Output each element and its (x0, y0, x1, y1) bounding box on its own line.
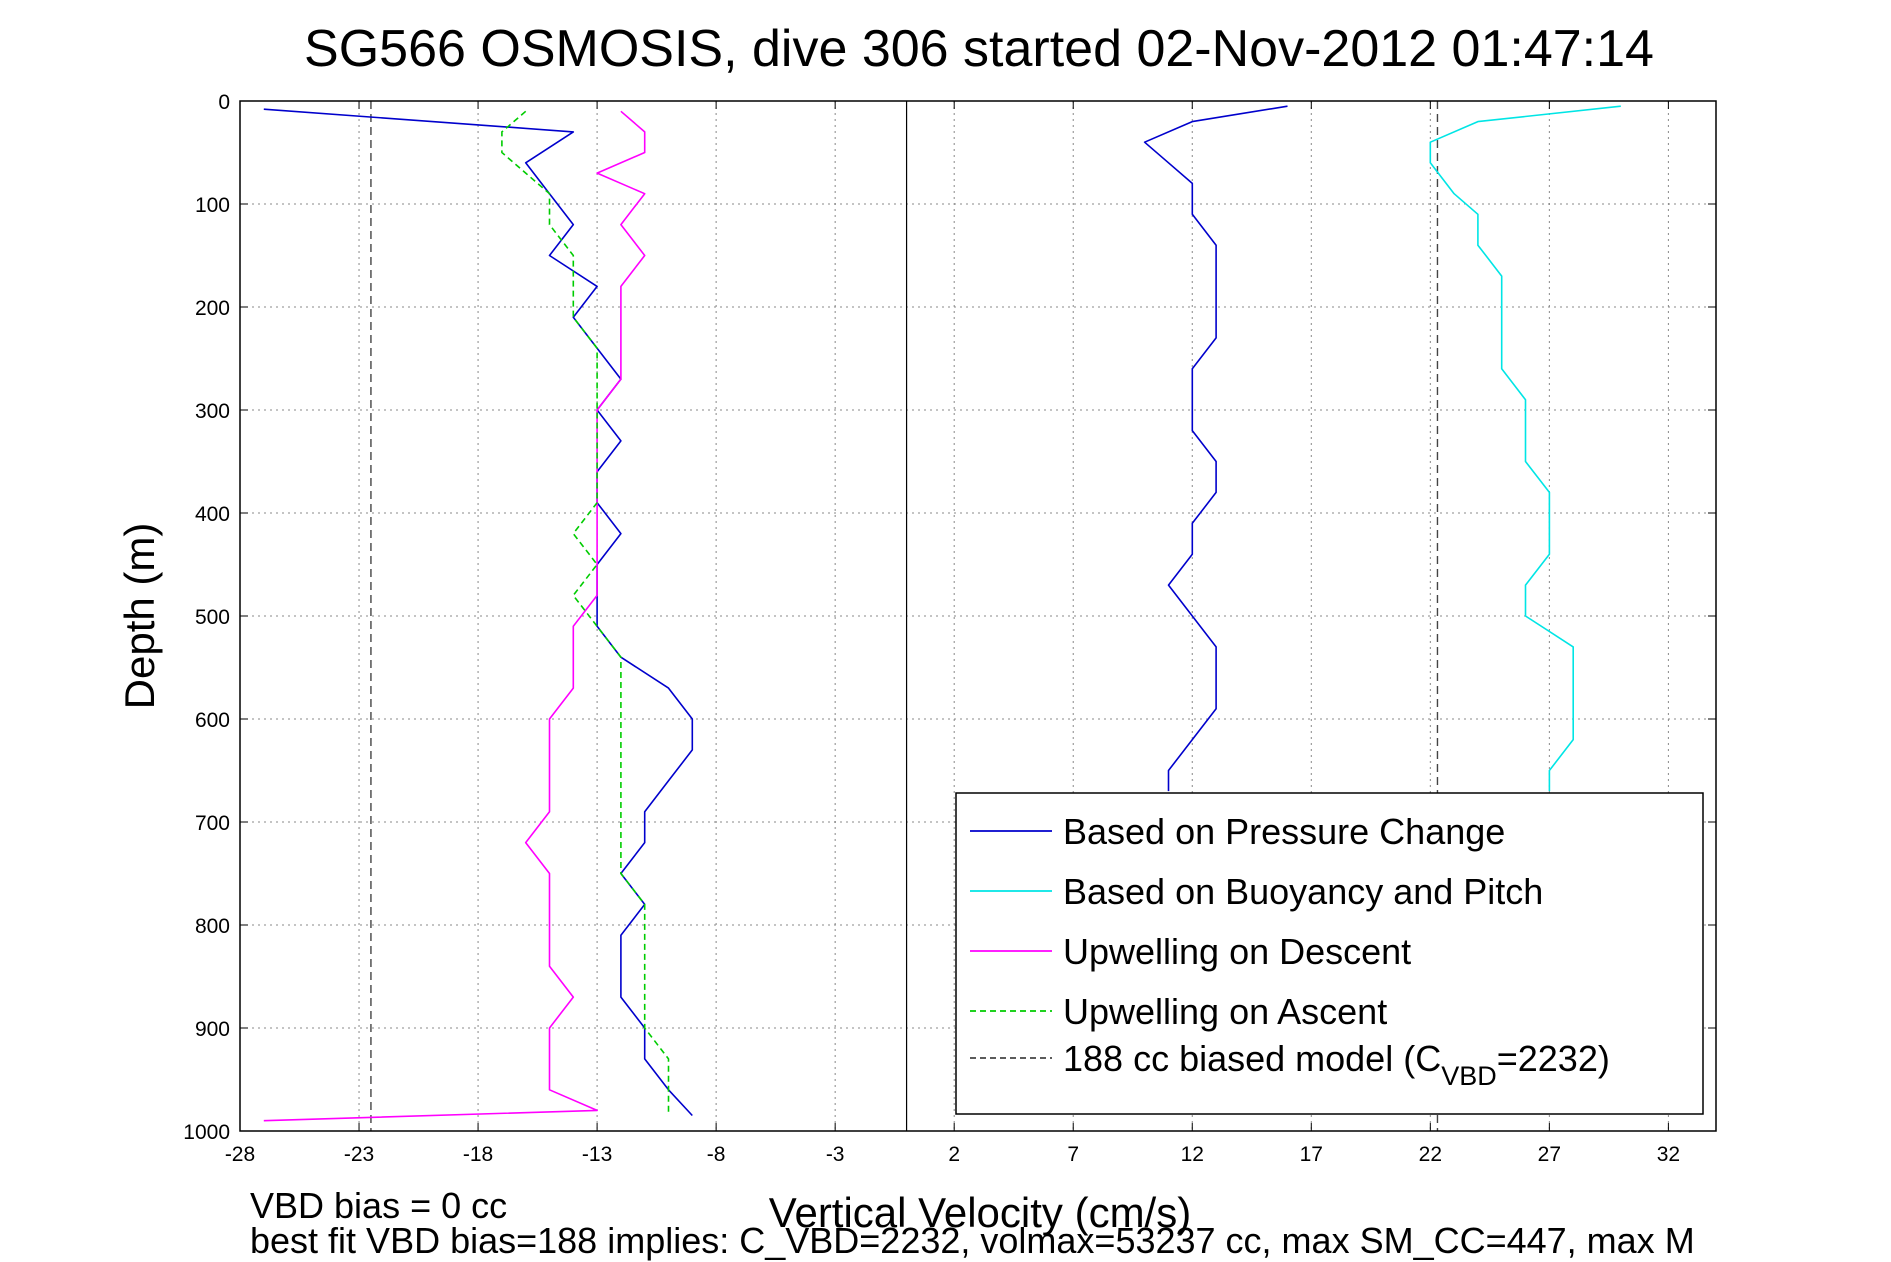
x-tick-label: 12 (1181, 1143, 1204, 1166)
legend-label: Based on Pressure Change (1063, 811, 1505, 852)
x-tick-label: 7 (1067, 1143, 1079, 1166)
y-tick-label: 800 (195, 915, 230, 938)
y-tick-label: 0 (218, 91, 230, 114)
y-tick-label: 600 (195, 709, 230, 732)
x-tick-label: -28 (225, 1143, 255, 1166)
legend-label: Based on Buoyancy and Pitch (1063, 871, 1543, 912)
y-tick-label: 900 (195, 1018, 230, 1041)
y-axis-label: Depth (m) (116, 523, 163, 710)
legend-label: Upwelling on Ascent (1063, 991, 1387, 1032)
footer-line-1: VBD bias = 0 cc (250, 1185, 507, 1226)
x-tick-label: -3 (826, 1143, 845, 1166)
y-tick-label: 400 (195, 503, 230, 526)
legend-label: Upwelling on Descent (1063, 931, 1411, 972)
x-tick-label: 17 (1300, 1143, 1323, 1166)
y-tick-label: 500 (195, 606, 230, 629)
upwelling-on-ascent-ascent-line (501, 110, 670, 1116)
y-tick-label: 700 (195, 812, 230, 835)
x-tick-label: 27 (1538, 1143, 1561, 1166)
x-tick-label: -23 (344, 1143, 374, 1166)
based-on-pressure-change-ascent-line (1143, 105, 1288, 792)
x-tick-label: 32 (1657, 1143, 1680, 1166)
x-tick-label: 22 (1419, 1143, 1442, 1166)
legend-label: 188 cc biased model (CVBD=2232) (1063, 1038, 1610, 1091)
footer-line-2: best fit VBD bias=188 implies: C_VBD=223… (250, 1220, 1695, 1261)
based-on-buoyancy-and-pitch-descent-line (1429, 105, 1621, 792)
x-tick-label: -8 (707, 1143, 726, 1166)
y-tick-label: 200 (195, 297, 230, 320)
legend: Based on Pressure Change Based on Buoyanc… (955, 792, 1704, 1115)
x-tick-label: 2 (948, 1143, 960, 1166)
x-tick-label: -13 (582, 1143, 612, 1166)
series-layer (263, 105, 1621, 1122)
x-tick-label: -18 (463, 1143, 493, 1166)
upwelling-on-descent-descent-line (263, 110, 646, 1122)
y-tick-label: 300 (195, 400, 230, 423)
legend-box (955, 792, 1704, 1115)
x-axis-label: Vertical Velocity (cm/s) (769, 1189, 1191, 1236)
y-tick-label: 1000 (183, 1121, 230, 1144)
chart-title: SG566 OSMOSIS, dive 306 started 02-Nov-2… (304, 20, 1654, 78)
y-tick-label: 100 (195, 194, 230, 217)
axis-ticks: -28 -23 -18 -13 -8 -3 2 7 12 17 22 27 32010020030040… (183, 91, 1716, 1166)
